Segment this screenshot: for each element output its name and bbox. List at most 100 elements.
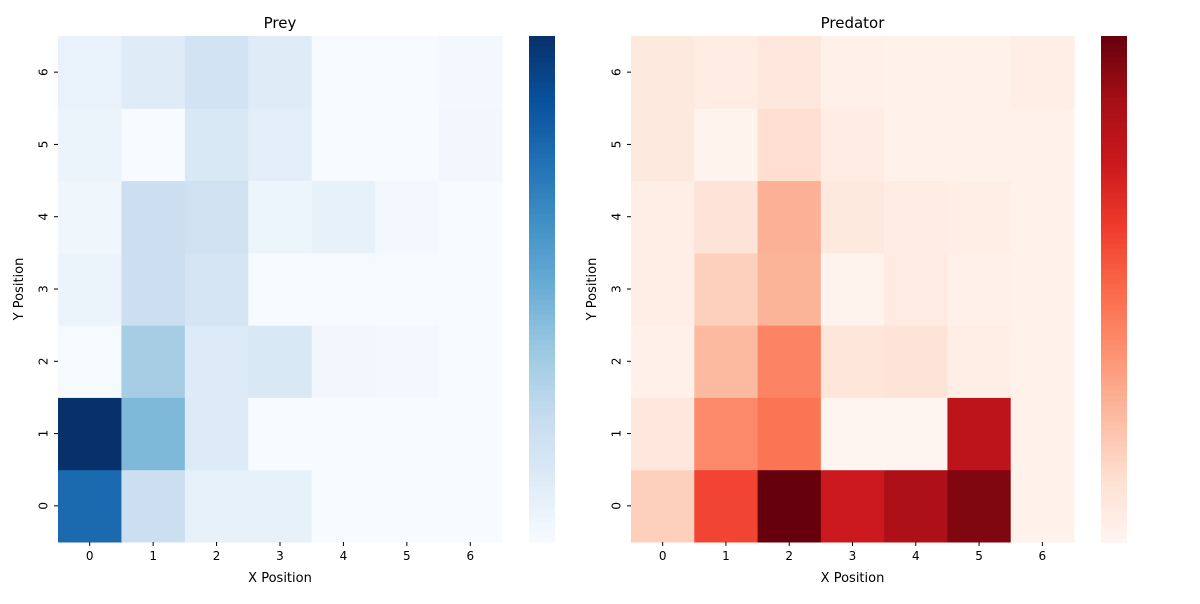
colorbar-segment xyxy=(1101,71,1127,78)
colorbar-segment xyxy=(1101,506,1127,513)
colorbar-segment xyxy=(529,81,555,88)
y-tick-label: 0 xyxy=(610,502,624,510)
heatmap-cell xyxy=(58,180,122,254)
colorbar-segment xyxy=(529,380,555,386)
colorbar-segment xyxy=(1101,218,1127,224)
colorbar-segment xyxy=(529,258,555,265)
colorbar-segment xyxy=(1101,299,1127,305)
colorbar-segment xyxy=(529,36,555,42)
colorbar-segment xyxy=(529,506,555,513)
colorbar-segment xyxy=(1101,238,1127,245)
colorbar-segment xyxy=(1101,91,1127,98)
colorbar-segment xyxy=(1101,400,1127,406)
colorbar-segment xyxy=(1101,410,1127,417)
colorbar-segment xyxy=(1101,329,1127,336)
heatmap-cell xyxy=(58,469,122,543)
colorbar-segment xyxy=(1101,111,1127,118)
colorbar-segment xyxy=(529,56,555,62)
heatmap-cell xyxy=(438,397,503,471)
colorbar-segment xyxy=(529,228,555,234)
colorbar-segment xyxy=(1101,81,1127,88)
colorbar-segment xyxy=(529,476,555,482)
heatmap-cell xyxy=(757,108,822,182)
heatmap-cell xyxy=(820,469,885,543)
colorbar-segment xyxy=(529,223,555,229)
colorbar-segment xyxy=(529,390,555,396)
colorbar-segment xyxy=(529,425,555,432)
heatmap-cell xyxy=(757,36,822,109)
colorbar-segment xyxy=(1101,172,1127,179)
heatmap-cell xyxy=(884,180,948,254)
heatmap-cell xyxy=(375,469,440,543)
colorbar-segment xyxy=(1101,471,1127,477)
colorbar-segment xyxy=(1101,516,1127,523)
heatmap-cell xyxy=(121,180,186,254)
colorbar-segment xyxy=(1101,364,1127,371)
colorbar-segment xyxy=(529,76,555,83)
heatmap-cell xyxy=(694,36,759,109)
colorbar-segment xyxy=(1101,122,1127,128)
heatmap-cell xyxy=(58,325,122,398)
heatmap-cell xyxy=(757,180,822,254)
heatmap-cell xyxy=(694,469,759,543)
colorbar-segment xyxy=(529,319,555,326)
colorbar-segment xyxy=(1101,380,1127,386)
heatmap-cell xyxy=(375,108,440,182)
heatmap-cell xyxy=(1010,469,1075,543)
colorbar-segment xyxy=(1101,369,1127,376)
colorbar-segment xyxy=(1101,481,1127,487)
heatmap-cell xyxy=(375,180,440,254)
x-tick-label: 5 xyxy=(403,549,411,563)
heatmap-predator: 0 1 2 3 4 5 6 0 1 2 3 4 5 6 Predator X Position Y Positi… xyxy=(585,14,1127,586)
heatmap-cell xyxy=(58,397,122,471)
colorbar-segment xyxy=(529,208,555,214)
heatmap-cell xyxy=(121,36,186,109)
colorbar-segment xyxy=(529,61,555,67)
x-tick-label: 3 xyxy=(849,549,857,563)
colorbar xyxy=(1101,36,1127,543)
heatmap-cell xyxy=(121,469,186,543)
heatmap-cell xyxy=(184,108,249,182)
heatmap-cell xyxy=(248,397,313,471)
colorbar-segment xyxy=(1101,223,1127,229)
heatmap-cell xyxy=(121,325,186,398)
colorbar-segment xyxy=(529,430,555,437)
colorbar-segment xyxy=(529,157,555,164)
x-tick-label: 2 xyxy=(213,549,221,563)
heatmap-cell xyxy=(1010,325,1075,398)
colorbar-segment xyxy=(1101,395,1127,401)
colorbar-segment xyxy=(1101,334,1127,341)
colorbar-segment xyxy=(1101,36,1127,42)
x-tick-label: 2 xyxy=(785,549,793,563)
heatmap-cell xyxy=(438,108,503,182)
colorbar-segment xyxy=(1101,142,1127,148)
colorbar-segment xyxy=(1101,496,1127,503)
x-tick-label: 1 xyxy=(722,549,730,563)
colorbar-segment xyxy=(529,111,555,118)
colorbar-segment xyxy=(1101,76,1127,83)
colorbar-segment xyxy=(529,101,555,108)
heatmap-cell xyxy=(248,180,313,254)
y-tick-label: 2 xyxy=(610,357,624,365)
heatmap-cell xyxy=(1010,397,1075,471)
colorbar-segment xyxy=(1101,309,1127,315)
heatmap-cell xyxy=(311,397,376,471)
colorbar-segment xyxy=(1101,101,1127,108)
heatmap-cell xyxy=(631,180,695,254)
colorbar-segment xyxy=(1101,491,1127,498)
heatmap-cell xyxy=(820,36,885,109)
colorbar-segment xyxy=(1101,344,1127,351)
colorbar-segment xyxy=(529,440,555,447)
colorbar-segment xyxy=(529,122,555,128)
colorbar-segment xyxy=(1101,106,1127,113)
colorbar-segment xyxy=(529,415,555,422)
x-tick-label: 0 xyxy=(659,549,667,563)
colorbar-segment xyxy=(529,405,555,412)
colorbar-segment xyxy=(529,248,555,255)
colorbar-segment xyxy=(529,96,555,103)
heatmap-cell xyxy=(248,36,313,109)
colorbar-segment xyxy=(1101,294,1127,300)
colorbar-segment xyxy=(1101,41,1127,47)
heatmap-cell xyxy=(438,36,503,109)
colorbar-segment xyxy=(1101,167,1127,174)
